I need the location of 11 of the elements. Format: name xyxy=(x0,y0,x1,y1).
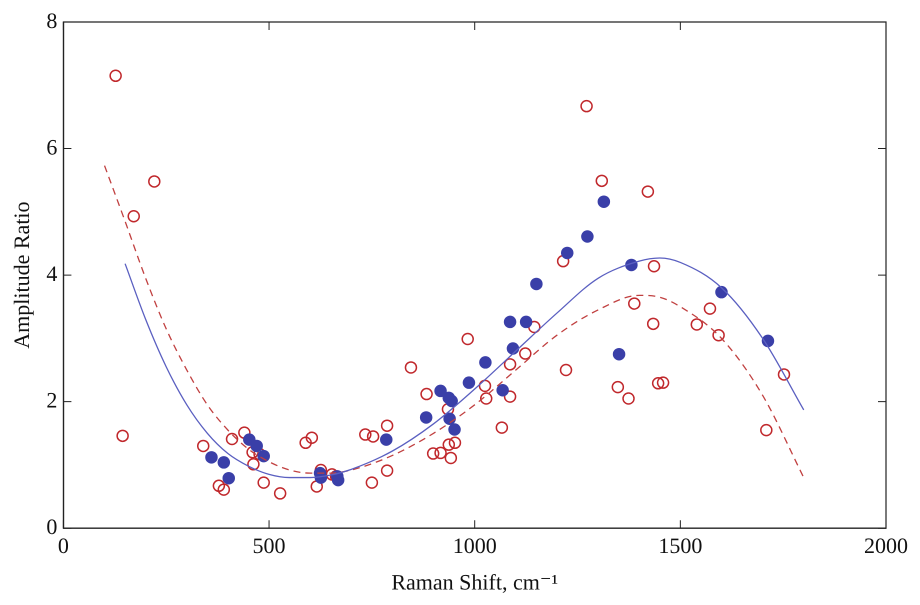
x-tick-label: 500 xyxy=(252,533,286,558)
y-tick-label: 8 xyxy=(46,8,58,33)
y-axis-title: Amplitude Ratio xyxy=(8,201,34,349)
x-axis-title: Raman Shift, cm⁻¹ xyxy=(391,570,558,595)
y-tick-label: 2 xyxy=(46,387,58,412)
y-tick-label: 6 xyxy=(46,134,58,160)
x-tick-label: 1000 xyxy=(452,533,497,558)
x-tick-label: 2000 xyxy=(864,533,908,558)
y-tick-label: 4 xyxy=(46,260,58,286)
y-tick-label: 0 xyxy=(46,514,58,539)
x-tick-label: 1500 xyxy=(658,533,702,558)
